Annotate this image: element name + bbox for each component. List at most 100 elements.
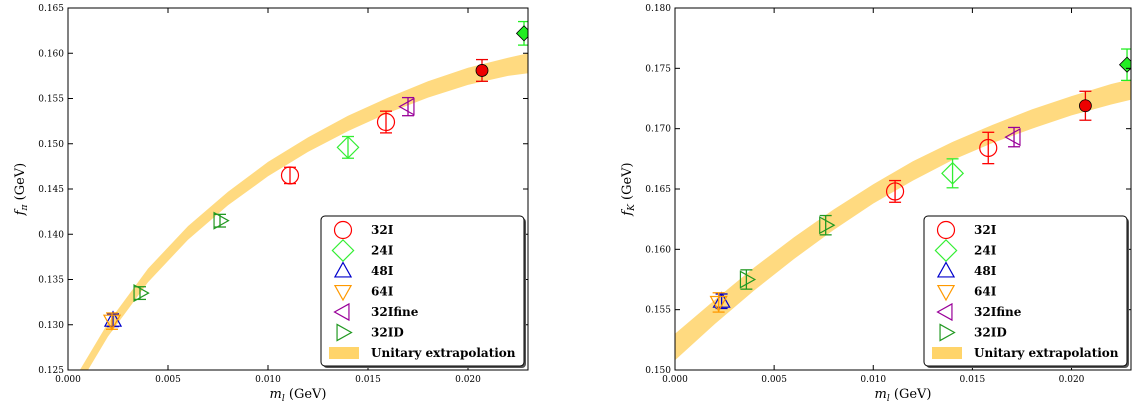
legend-box — [320, 215, 525, 367]
legend-label: 24I — [974, 244, 997, 258]
data-marker — [398, 97, 415, 116]
data-marker — [1004, 128, 1021, 147]
legend-label: 32I — [371, 223, 394, 237]
point-64I — [709, 292, 728, 313]
y-tick-label: 0.180 — [645, 4, 671, 14]
legend-label: 64I — [974, 285, 997, 299]
legend-entry-48I: 48I — [936, 261, 997, 278]
legend-band-swatch — [329, 347, 359, 359]
x-tick-label: 0.020 — [1059, 375, 1085, 385]
point-32I — [885, 179, 905, 203]
y-tick-label: 0.155 — [38, 95, 64, 105]
legend-marker — [331, 239, 355, 262]
legend-label: 32Ifine — [371, 305, 419, 319]
y-tick-label: 0.150 — [645, 366, 671, 376]
legend: 32I 24I 48I 64I 32Ifine 32ID Unitary extrapola… — [320, 215, 526, 368]
data-marker — [280, 166, 300, 185]
legend: 32I 24I 48I 64I 32Ifine 32ID Unitary extrapola… — [923, 215, 1129, 368]
data-marker — [819, 216, 836, 235]
y-tick-label: 0.165 — [645, 185, 671, 195]
legend-marker — [936, 302, 953, 322]
data-marker — [739, 270, 757, 289]
y-tick-label: 0.155 — [645, 306, 671, 316]
legend-entry-32ID: 32ID — [336, 323, 404, 342]
legend-marker — [336, 323, 353, 342]
data-marker — [133, 283, 150, 303]
legend-band-swatch — [932, 347, 962, 359]
data-marker — [475, 64, 489, 77]
data-marker — [1079, 99, 1092, 113]
legend-entry-64I: 64I — [333, 284, 394, 302]
data-marker — [709, 295, 728, 313]
x-tick-label: 0.015 — [960, 375, 986, 385]
legend-label: 48I — [974, 264, 997, 278]
legend-box — [923, 215, 1128, 367]
legend-entry-32I: 32I — [333, 220, 394, 240]
legend-entry-32I: 32I — [936, 220, 997, 240]
y-tick-label: 0.150 — [38, 140, 64, 150]
data-marker — [213, 211, 230, 230]
legend-marker — [333, 284, 353, 302]
legend-marker — [936, 261, 956, 278]
legend-label: Unitary extrapolation — [974, 346, 1119, 360]
legend-label: 32I — [974, 223, 997, 237]
point-32ID — [819, 214, 836, 236]
x-tick-label: 0.005 — [761, 375, 787, 385]
data-marker — [979, 138, 998, 158]
legend-label: 32Ifine — [974, 305, 1022, 319]
data-marker — [712, 291, 731, 308]
data-marker — [941, 161, 965, 185]
y-tick-label: 0.160 — [38, 49, 64, 59]
legend-marker — [333, 220, 353, 240]
legend-entry-24I: 24I — [331, 239, 394, 262]
legend-label: 64I — [371, 285, 394, 299]
point-32I — [979, 131, 998, 165]
data-marker — [336, 135, 360, 159]
x-tick-label: 0.005 — [155, 375, 181, 385]
legend-label: 24I — [371, 244, 394, 258]
legend-marker — [939, 323, 956, 342]
legend-entry-band: Unitary extrapolation — [932, 346, 1119, 360]
legend-label: 32ID — [371, 326, 404, 340]
legend-entry-48I: 48I — [333, 261, 394, 278]
point-64I — [102, 312, 122, 331]
legend-label: Unitary extrapolation — [371, 346, 516, 360]
x-tick-label: 0.020 — [455, 375, 481, 385]
point-48I — [103, 310, 123, 328]
y-axis-label: fK (GeV) — [620, 162, 637, 216]
data-marker — [103, 310, 123, 327]
point-extra — [515, 20, 528, 46]
legend-entry-32Ifine: 32Ifine — [936, 302, 1022, 322]
point-extra — [475, 58, 489, 82]
point-32ID — [133, 283, 150, 303]
y-tick-label: 0.135 — [38, 276, 64, 286]
point-32ID — [213, 211, 230, 230]
data-marker — [102, 314, 122, 331]
legend-marker — [333, 261, 353, 278]
point-extra — [1079, 90, 1092, 121]
point-32ID — [739, 269, 757, 290]
legend-entry-32Ifine: 32Ifine — [333, 302, 419, 322]
point-32I — [376, 110, 396, 134]
legend-marker — [936, 284, 956, 302]
x-tick-label: 0.010 — [860, 375, 886, 385]
plot-area — [675, 48, 1131, 361]
legend-label: 48I — [371, 264, 394, 278]
point-extra — [1118, 48, 1131, 82]
x-axis-label: ml (GeV) — [270, 387, 327, 404]
y-tick-label: 0.175 — [645, 64, 671, 74]
legend-entry-64I: 64I — [936, 284, 997, 302]
legend-marker — [936, 220, 956, 240]
x-tick-label: 0.015 — [355, 375, 381, 385]
point-24I — [336, 135, 360, 159]
x-tick-label: 0.000 — [662, 375, 688, 385]
point-32Ifine — [1004, 126, 1021, 148]
y-tick-label: 0.170 — [645, 125, 671, 135]
point-32Ifine — [398, 96, 415, 117]
chart-panel-1: 0.000 0.005 0.010 0.015 0.020 0.125 0.130 0.135… — [13, 4, 529, 404]
y-tick-label: 0.145 — [38, 185, 64, 195]
point-32I — [280, 166, 300, 185]
legend-entry-band: Unitary extrapolation — [329, 346, 516, 360]
legend-entry-24I: 24I — [934, 239, 997, 262]
